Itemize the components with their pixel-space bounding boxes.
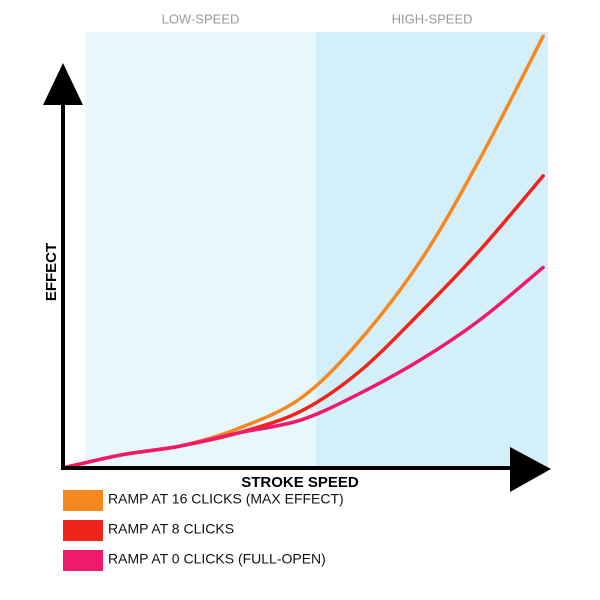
y-axis-title: EFFECT: [43, 243, 60, 301]
legend-swatch: [63, 520, 103, 541]
y-axis-arrow: [43, 63, 83, 105]
legend-label: RAMP AT 8 CLICKS: [108, 521, 234, 537]
legend-label: RAMP AT 16 CLICKS (MAX EFFECT): [108, 491, 344, 507]
legend-label: RAMP AT 0 CLICKS (FULL-OPEN): [108, 551, 326, 567]
legend-swatch: [63, 550, 103, 571]
region-label: HIGH-SPEED: [392, 11, 473, 26]
legend-swatch: [63, 490, 103, 511]
series-line: [61, 265, 545, 470]
region-label: LOW-SPEED: [162, 11, 240, 26]
speed-region: [84, 32, 317, 468]
x-axis-title: STROKE SPEED: [241, 474, 359, 491]
x-axis-arrow: [510, 447, 551, 492]
